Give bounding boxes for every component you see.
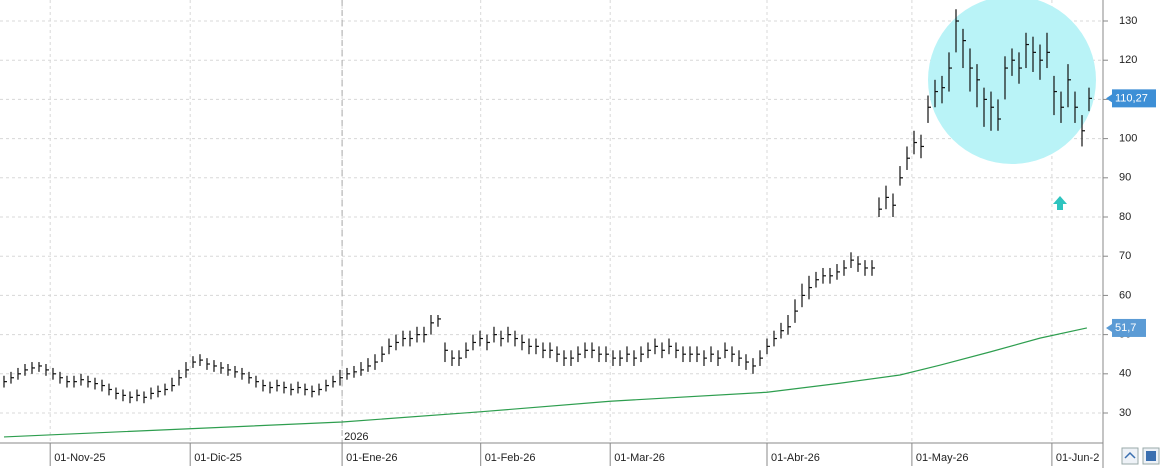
- y-tick-label: 70: [1119, 250, 1131, 262]
- y-tick-label: 40: [1119, 368, 1131, 380]
- x-tick-label: 01-Dic-25: [194, 452, 242, 464]
- up-arrow: [1053, 196, 1067, 210]
- toolbar-icons: [1121, 447, 1160, 465]
- y-tick-label: 30: [1119, 407, 1131, 419]
- price-marker-label: 110,27: [1115, 92, 1148, 104]
- moving-average: [3, 327, 1088, 438]
- icon: [1124, 451, 1136, 459]
- x-tick-label: 01-Mar-26: [614, 452, 665, 464]
- price-marker-label: 51,7: [1115, 322, 1136, 334]
- price-marker: [1112, 318, 1146, 337]
- icon-button[interactable]: [1121, 447, 1139, 465]
- highlight-circle: [928, 0, 1096, 164]
- x-tick-label: 01-Nov-25: [54, 452, 105, 464]
- y-tick-label: 80: [1119, 211, 1131, 223]
- icon: [1146, 451, 1156, 461]
- y-tick-label: 120: [1119, 54, 1137, 66]
- y-tick-label: 60: [1119, 289, 1131, 301]
- grid: [0, 0, 1103, 443]
- y-tick-label: 90: [1119, 172, 1131, 184]
- price-marker-pointer: [1106, 94, 1112, 103]
- price-marker: [1112, 89, 1156, 108]
- x-tick-label: 01-Abr-26: [771, 452, 820, 464]
- year-label: 2026: [344, 431, 368, 443]
- x-tick-label: 01-Ene-26: [346, 452, 397, 464]
- x-tick-label: 01-Feb-26: [485, 452, 536, 464]
- x-tick-label: 01-Jun-2: [1056, 452, 1099, 464]
- price-marker-pointer: [1106, 323, 1112, 332]
- y-tick-label: 130: [1119, 15, 1137, 27]
- x-tick-label: 01-May-26: [916, 452, 969, 464]
- y-tick-label: 100: [1119, 133, 1137, 145]
